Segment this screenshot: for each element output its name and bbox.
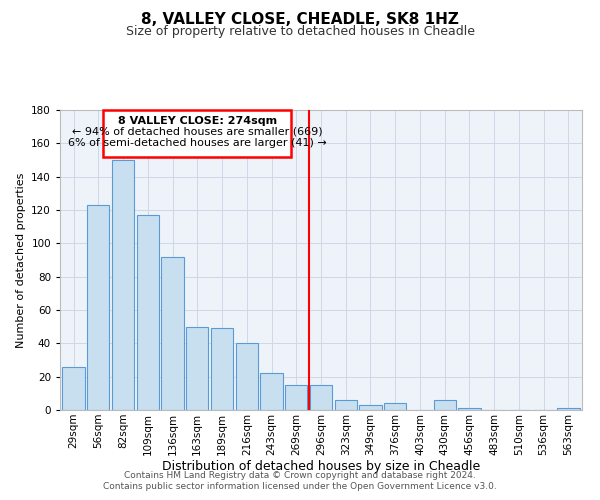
Bar — [458, 408, 481, 410]
Text: ← 94% of detached houses are smaller (669): ← 94% of detached houses are smaller (66… — [72, 126, 323, 136]
Text: Size of property relative to detached houses in Cheadle: Size of property relative to detached ho… — [125, 25, 475, 38]
Y-axis label: Number of detached properties: Number of detached properties — [16, 172, 26, 348]
Bar — [137, 215, 159, 410]
Bar — [260, 374, 283, 410]
Bar — [310, 385, 332, 410]
Text: 6% of semi-detached houses are larger (41) →: 6% of semi-detached houses are larger (4… — [68, 138, 326, 148]
Bar — [186, 326, 208, 410]
Bar — [557, 408, 580, 410]
Text: Contains HM Land Registry data © Crown copyright and database right 2024.: Contains HM Land Registry data © Crown c… — [124, 471, 476, 480]
Text: 8, VALLEY CLOSE, CHEADLE, SK8 1HZ: 8, VALLEY CLOSE, CHEADLE, SK8 1HZ — [141, 12, 459, 28]
Bar — [384, 404, 406, 410]
Bar — [87, 205, 109, 410]
Text: Contains public sector information licensed under the Open Government Licence v3: Contains public sector information licen… — [103, 482, 497, 491]
Bar — [236, 344, 258, 410]
Bar — [335, 400, 357, 410]
Bar — [359, 405, 382, 410]
Text: 8 VALLEY CLOSE: 274sqm: 8 VALLEY CLOSE: 274sqm — [118, 116, 277, 126]
FancyBboxPatch shape — [103, 110, 292, 156]
Bar — [434, 400, 456, 410]
Bar — [112, 160, 134, 410]
Bar — [211, 328, 233, 410]
Bar — [161, 256, 184, 410]
Bar — [285, 385, 307, 410]
X-axis label: Distribution of detached houses by size in Cheadle: Distribution of detached houses by size … — [162, 460, 480, 473]
Bar — [62, 366, 85, 410]
